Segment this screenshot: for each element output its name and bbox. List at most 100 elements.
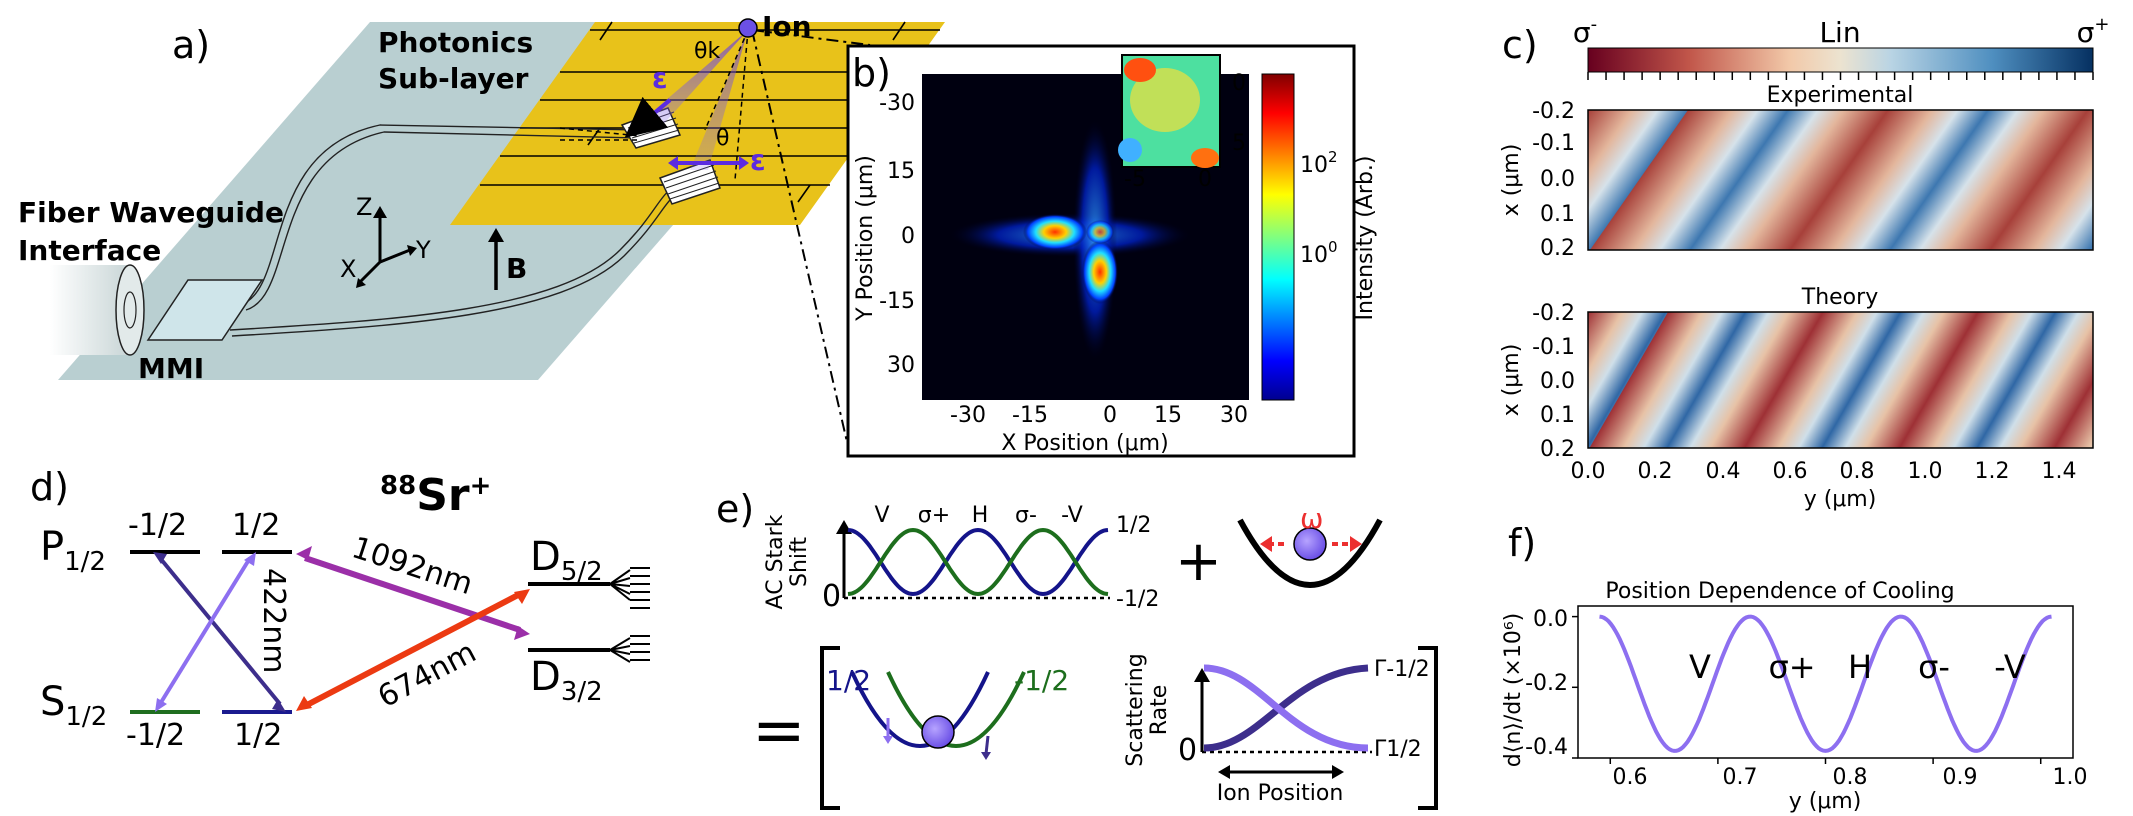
b-cbar-label: Intensity (Arb.) — [1353, 156, 1378, 321]
well-plus-label: 1/2 — [826, 664, 871, 697]
d52-level-label: D5/2 — [530, 534, 603, 587]
zeeman-fans — [609, 567, 650, 663]
c-xticks: 0.0 0.2 0.4 0.6 0.8 1.0 1.2 1.4 — [1571, 459, 2077, 484]
f-xtick-1: 0.7 — [1723, 765, 1758, 790]
c-xtick-0: 0.0 — [1571, 459, 1606, 484]
s-mj-plus: 1/2 — [234, 718, 282, 753]
panel-c: c) σ- Lin σ+ Experimental Theory x (μm) … — [1499, 14, 2110, 512]
panel-b: b) 0 5 -5 0 -30 15 0 -15 30 -30 -15 0 — [846, 44, 1378, 458]
c-ytick-bot-0: -0.2 — [1532, 301, 1575, 326]
beam-profile-features — [950, 120, 1190, 360]
c-title-top: Experimental — [1767, 83, 1914, 108]
c-xtick-3: 0.6 — [1773, 459, 1808, 484]
f-xtick-0: 0.6 — [1613, 765, 1648, 790]
f-xtick-3: 0.9 — [1943, 765, 1978, 790]
gamma-plus-label: Γ1/2 — [1374, 737, 1422, 762]
f-pol-3: σ- — [1918, 648, 1950, 686]
c-ytick-bot-1: -0.1 — [1532, 335, 1575, 360]
bracket-left — [820, 646, 840, 810]
axis-z-label: Z — [356, 193, 372, 221]
panel-d: d) 88Sr+ P1/2 S1/2 D5/2 — [30, 465, 650, 753]
bracket-right — [1418, 646, 1438, 810]
c-ylabel-top: x (μm) — [1499, 144, 1524, 217]
c-colorbar — [1587, 47, 2094, 73]
species-label: 88Sr+ — [380, 470, 491, 521]
plus-sign: + — [1175, 529, 1222, 594]
inset-xtick-0: -5 — [1124, 167, 1146, 192]
f-chart — [1572, 614, 2052, 764]
mmi-block — [146, 279, 264, 341]
well-plus — [850, 671, 990, 748]
fiber-end — [115, 264, 145, 356]
panel-e-letter: e) — [716, 487, 754, 531]
theta-label: θ — [716, 126, 729, 151]
b-cbar-tick-0: 102 — [1300, 148, 1338, 178]
e-pol-0: V — [874, 503, 889, 528]
stark-right-minus: -1/2 — [1116, 587, 1159, 612]
c-cbar-left: σ- — [1573, 14, 1597, 49]
p-level-label: P1/2 — [40, 524, 106, 577]
f-ytick-2: -0.4 — [1525, 735, 1568, 760]
c-cbar-right: σ+ — [2077, 14, 2110, 49]
fiber-label-2: Interface — [18, 234, 161, 267]
p-mj-plus: 1/2 — [232, 508, 280, 543]
inset-ytick-0: 0 — [1232, 71, 1246, 96]
zoom-lines — [751, 29, 871, 456]
e-pol-4: -V — [1061, 503, 1083, 528]
axis-x-label: X — [340, 255, 356, 283]
equals-sign: = — [752, 694, 806, 768]
b-xtick-2: 0 — [1103, 403, 1117, 428]
theory-map — [1588, 312, 2093, 448]
panel-f-letter: f) — [1508, 521, 1536, 565]
s-mj-minus: -1/2 — [126, 718, 185, 753]
transition-sigma-minus — [158, 556, 282, 706]
gamma-minus-label: Γ-1/2 — [1374, 657, 1430, 682]
b-xtick-3: 15 — [1154, 403, 1182, 428]
f-ytick-0: 0.0 — [1533, 607, 1568, 632]
c-xtick-4: 0.8 — [1840, 459, 1875, 484]
c-ytick-top-0: -0.2 — [1532, 99, 1575, 124]
coordinate-axes — [358, 215, 411, 284]
f-pol-0: V — [1689, 648, 1711, 686]
e-pol-2: H — [972, 503, 989, 528]
photonics-label-2: Sub-layer — [378, 62, 529, 95]
b-ytick-0: -30 — [879, 91, 915, 116]
c-colorbar-ticks — [1587, 72, 2094, 80]
experimental-map — [1588, 110, 2093, 250]
mmi-label: MMI — [138, 352, 204, 385]
f-xlabel: y (μm) — [1789, 789, 1862, 814]
transition-674 — [303, 591, 522, 709]
polarization-arrows — [624, 96, 749, 170]
c-title-bottom: Theory — [1801, 285, 1878, 310]
stark-curve-minus — [847, 527, 1109, 597]
c-ytick-top-3: 0.1 — [1540, 202, 1575, 227]
c-xtick-1: 0.2 — [1638, 459, 1673, 484]
stark-label-2: Shift — [787, 537, 812, 587]
d32-level-label: D3/2 — [530, 654, 603, 707]
f-xtick-4: 1.0 — [2053, 765, 2088, 790]
scatter-zero: 0 — [1178, 733, 1197, 768]
beam-1 — [645, 30, 748, 128]
panel-a-letter: a) — [172, 23, 210, 67]
b-ytick-4: 30 — [887, 353, 915, 378]
inset-xtick-1: 0 — [1198, 167, 1212, 192]
panel-b-letter: b) — [852, 51, 891, 95]
panel-f: f) Position Dependence of Cooling 0.0 -0… — [1501, 521, 2088, 814]
stark-zero: 0 — [822, 579, 841, 614]
e-pol-3: σ- — [1015, 503, 1037, 528]
c-xtick-7: 1.4 — [2042, 459, 2077, 484]
epsilon-label-2: ε — [750, 144, 766, 177]
panel-a: a) — [18, 10, 945, 456]
label-674nm: 674nm — [372, 635, 482, 715]
panel-c-letter: c) — [1502, 23, 1538, 67]
cooling-rate-series — [1599, 614, 2052, 753]
stark-label-1: AC Stark — [763, 514, 788, 609]
scatter-label-2: Rate — [1147, 685, 1172, 735]
transition-1092 — [304, 555, 521, 633]
b-ytick-1: 15 — [887, 159, 915, 184]
trap-potential — [1237, 518, 1383, 588]
stark-right-plus: 1/2 — [1116, 513, 1151, 538]
f-xtick-2: 0.8 — [1833, 765, 1868, 790]
waveguides — [229, 124, 685, 337]
label-422nm: 422nm — [256, 568, 291, 674]
